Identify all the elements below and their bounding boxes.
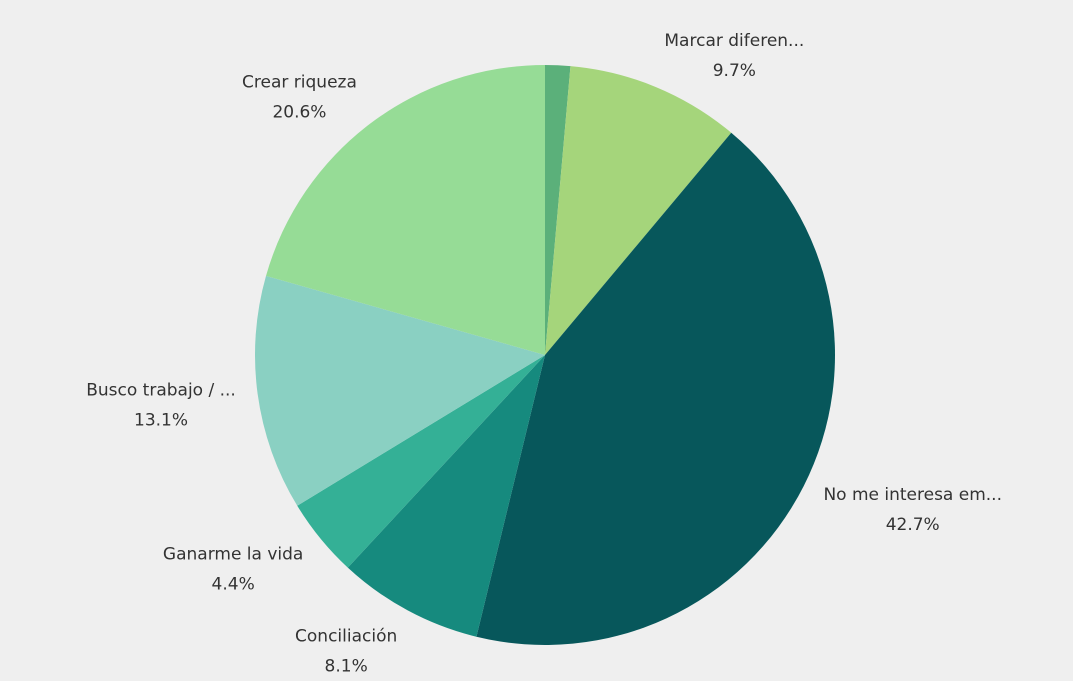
slice-label: Busco trabajo / ... [86,380,236,400]
slice-label: Marcar diferen... [664,31,804,51]
slice-value: 8.1% [325,657,368,677]
slice-value: 4.4% [212,575,255,595]
pie-slice [545,65,571,355]
slice-label: Ganarme la vida [163,545,303,565]
slice-value: 20.6% [272,103,326,123]
slice-label: Conciliación [295,627,397,647]
pie-slice [476,132,835,645]
pie-slice [254,275,545,506]
pie-slice [545,66,732,356]
pie-slice [347,355,545,637]
slice-label: No me interesa em... [823,485,1002,505]
pie-slice [297,355,545,568]
slice-value: 42.7% [886,515,940,535]
slice-value: 13.1% [134,410,188,430]
pie-slice [266,65,545,355]
slice-value: 9.7% [713,61,756,81]
slice-label: Crear riqueza [242,73,357,93]
